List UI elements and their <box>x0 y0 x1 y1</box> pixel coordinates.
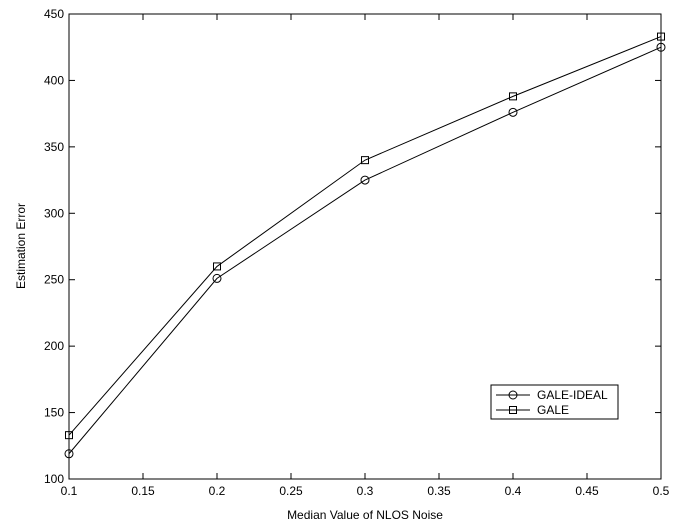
y-tick-label: 350 <box>44 140 64 154</box>
data-point-gale-ideal <box>656 42 666 52</box>
data-point-gale-ideal <box>508 107 518 117</box>
legend: GALE-IDEAL GALE <box>490 384 619 420</box>
data-point-gale <box>509 92 517 101</box>
legend-marker-gale-ideal <box>508 390 518 400</box>
legend-label-gale: GALE <box>537 403 569 417</box>
x-tick-label: 0.4 <box>505 484 522 498</box>
data-point-gale <box>65 431 73 440</box>
series-line-gale-ideal <box>68 46 662 455</box>
data-point-gale-ideal <box>212 273 222 283</box>
legend-label-gale-ideal: GALE-IDEAL <box>537 388 608 402</box>
legend-marker-gale <box>509 406 517 414</box>
data-point-gale <box>361 156 369 165</box>
y-tick-label: 450 <box>44 7 64 21</box>
series-layer <box>64 32 666 459</box>
y-tick-label: 250 <box>44 273 64 287</box>
x-tick-label: 0.2 <box>209 484 226 498</box>
x-tick-label: 0.35 <box>427 484 451 498</box>
y-axis-label: Estimation Error <box>14 203 28 289</box>
x-axis-label: Median Value of NLOS Noise <box>287 508 443 522</box>
data-point-gale <box>213 262 221 271</box>
y-tick-label: 400 <box>44 73 64 87</box>
x-tick-label: 0.1 <box>61 484 78 498</box>
data-point-gale-ideal <box>64 449 74 459</box>
y-tick-label: 150 <box>44 406 64 420</box>
x-tick-label: 0.3 <box>357 484 374 498</box>
x-tick-label: 0.15 <box>131 484 155 498</box>
x-tick-label: 0.25 <box>279 484 303 498</box>
data-point-gale <box>657 32 665 41</box>
x-tick-label: 0.45 <box>575 484 599 498</box>
series-line-gale <box>68 36 662 436</box>
axis-ticks: 0.1 0.15 0.2 0.25 0.3 0.35 0.4 0.45 0.5 100 150 200… <box>44 7 670 498</box>
x-tick-label: 0.5 <box>653 484 670 498</box>
y-tick-label: 300 <box>44 206 64 220</box>
y-tick-label: 200 <box>44 339 64 353</box>
data-point-gale-ideal <box>360 175 370 185</box>
y-tick-label: 100 <box>44 472 64 486</box>
